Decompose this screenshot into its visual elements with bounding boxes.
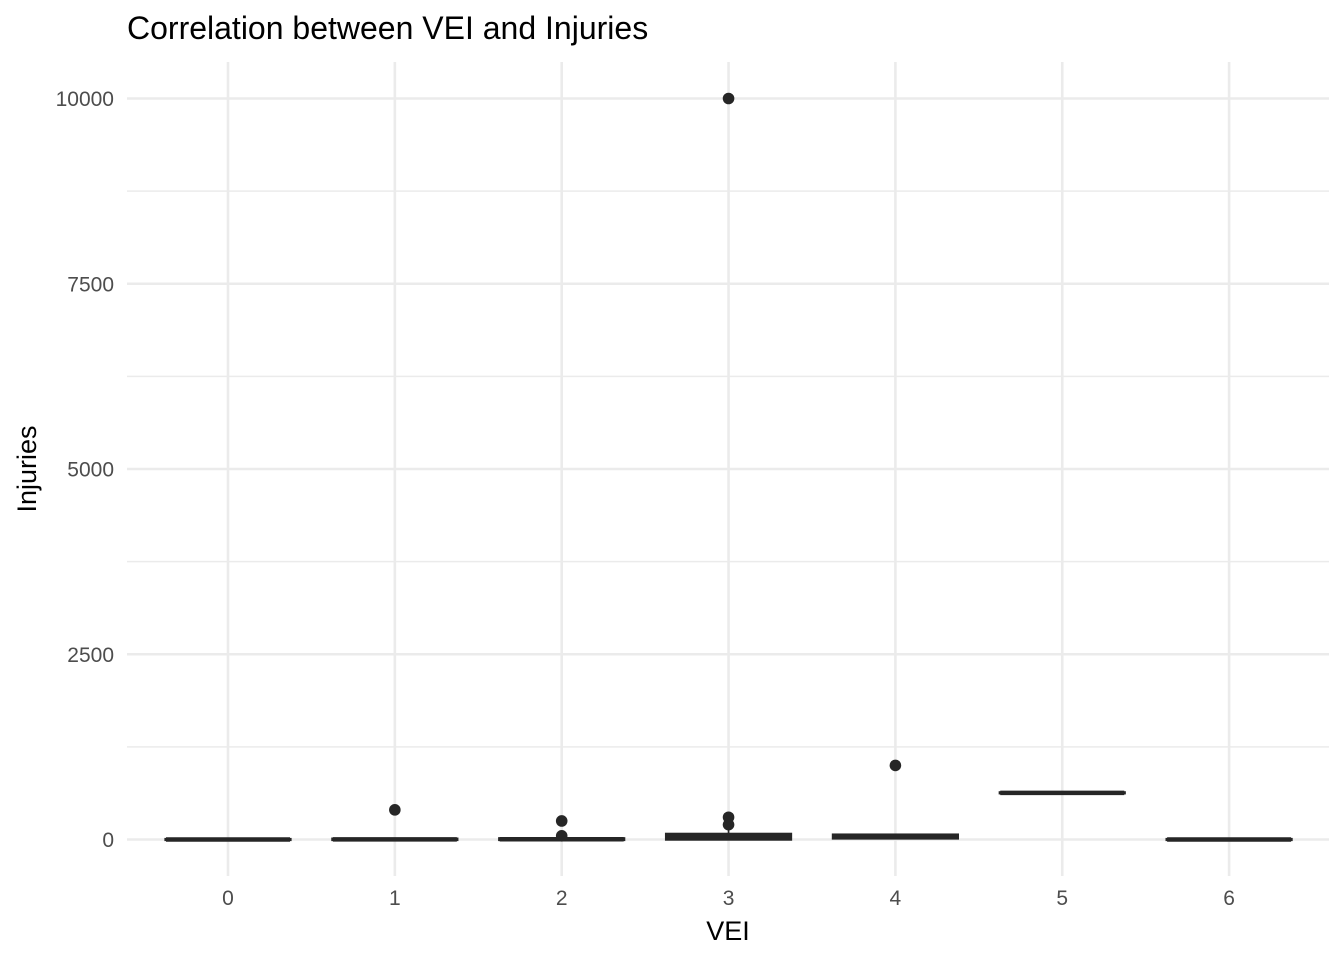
outlier-point	[389, 804, 401, 816]
x-tick-label: 3	[723, 887, 735, 910]
box-vei-4	[831, 833, 960, 840]
outlier-point	[555, 829, 568, 842]
x-tick-label: 5	[1056, 887, 1068, 910]
box-vei-1	[331, 837, 459, 842]
x-tick-label: 4	[890, 887, 902, 910]
x-tick-label: 0	[222, 887, 234, 910]
x-axis-ticks: 0 1 2 3 4 5 6	[222, 887, 1235, 910]
outlier-point	[722, 811, 735, 824]
y-axis-ticks: 0 2500 5000 7500 10000	[56, 88, 114, 852]
y-tick-label: 10000	[56, 88, 114, 111]
outlier-point	[889, 759, 902, 772]
y-tick-label: 2500	[67, 644, 114, 667]
y-tick-label: 0	[102, 829, 114, 852]
grid	[127, 62, 1329, 876]
y-tick-label: 7500	[67, 273, 114, 296]
x-tick-label: 2	[556, 887, 568, 910]
x-tick-label: 6	[1223, 887, 1235, 910]
x-tick-label: 1	[389, 887, 401, 910]
x-axis-title: VEI	[706, 916, 750, 946]
outlier-point	[722, 92, 735, 105]
y-tick-label: 5000	[67, 459, 114, 482]
outlier-point	[555, 815, 568, 827]
y-axis-title: Injuries	[12, 425, 42, 512]
chart-title: Correlation between VEI and Injuries	[127, 10, 648, 46]
box-vei-3	[664, 828, 793, 841]
outliers	[389, 92, 902, 842]
